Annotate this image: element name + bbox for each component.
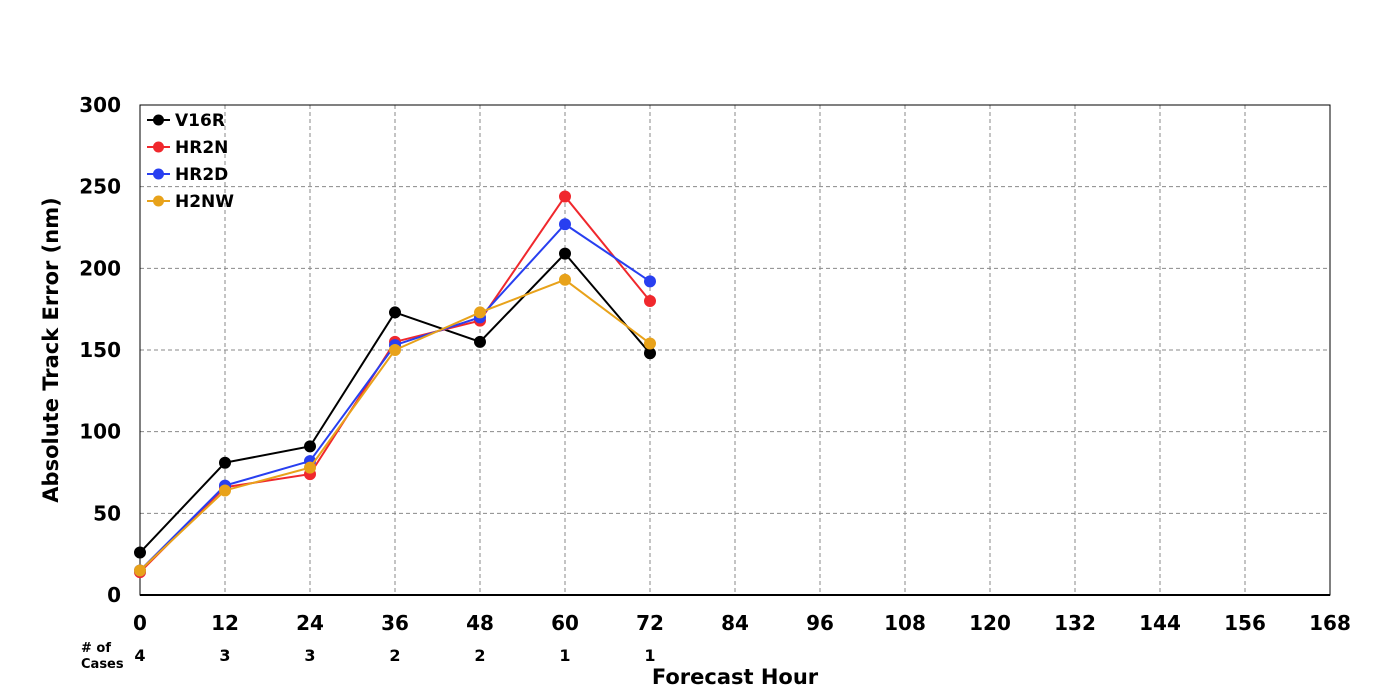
x-tick-label: 36 [381, 611, 409, 635]
x-tick-label: 108 [884, 611, 926, 635]
legend-label-h2nw: H2NW [175, 192, 234, 212]
legend-marker-h2nw [153, 195, 164, 207]
data-point-hr2n [644, 295, 656, 307]
legend-marker-hr2d [153, 168, 164, 180]
cases-count: 3 [219, 646, 230, 665]
grid [140, 105, 1330, 595]
y-tick-label: 50 [93, 501, 121, 525]
cases-count: 4 [134, 646, 145, 665]
x-axis-title: Forecast Hour [652, 665, 819, 689]
legend-label-hr2d: HR2D [175, 165, 228, 185]
cases-row: # of Cases 4 3 3 2 2 1 1 [81, 641, 656, 672]
data-point-v16r [304, 440, 316, 453]
data-point-h2nw [304, 461, 316, 474]
x-tick-label: 144 [1139, 611, 1181, 635]
series [134, 190, 656, 579]
x-tick-label: 60 [551, 611, 579, 635]
cases-count: 2 [474, 646, 485, 665]
cases-count: 3 [304, 646, 315, 665]
legend-label-hr2n: HR2N [175, 138, 228, 158]
x-tick-label: 0 [133, 611, 147, 635]
cases-label-line1: # of [81, 641, 111, 656]
y-axis-title: Absolute Track Error (nm) [39, 197, 63, 502]
y-tick-label: 150 [79, 338, 121, 362]
y-tick-label: 0 [107, 583, 121, 607]
cases-label-line2: Cases [81, 657, 124, 672]
data-point-v16r [474, 335, 486, 348]
x-tick-label: 120 [969, 611, 1011, 635]
data-point-hr2n [559, 190, 571, 203]
legend-marker-v16r [153, 114, 164, 126]
data-point-v16r [559, 247, 571, 260]
data-point-h2nw [219, 484, 231, 497]
x-tick-label: 24 [296, 611, 324, 635]
legend: V16R HR2N HR2D H2NW [147, 111, 234, 212]
x-tick-label: 168 [1309, 611, 1351, 635]
y-tick-label: 100 [79, 420, 121, 444]
x-tick-label: 72 [636, 611, 664, 635]
x-tick-label: 12 [211, 611, 239, 635]
x-tick-label: 48 [466, 611, 494, 635]
data-point-v16r [219, 456, 231, 469]
x-tick-label: 132 [1054, 611, 1096, 635]
x-tick-label: 96 [806, 611, 834, 635]
data-point-hr2d [644, 275, 656, 288]
data-point-hr2d [559, 218, 571, 231]
cases-count: 1 [644, 646, 655, 665]
data-point-h2nw [389, 344, 401, 356]
legend-marker-hr2n [153, 141, 164, 153]
y-tick-label: 250 [79, 175, 121, 199]
y-tick-label: 200 [79, 256, 121, 280]
data-point-h2nw [474, 306, 486, 319]
data-point-v16r [389, 306, 401, 319]
data-point-v16r [134, 546, 146, 559]
legend-label-v16r: V16R [175, 111, 225, 131]
data-point-h2nw [644, 337, 656, 350]
cases-count: 1 [559, 646, 570, 665]
axes: 0 12 24 36 48 60 72 84 96 108 120 132 144 156 168 0 50 10… [79, 93, 1351, 635]
data-point-h2nw [559, 273, 571, 286]
x-tick-label: 156 [1224, 611, 1266, 635]
data-point-h2nw [134, 564, 146, 577]
y-tick-label: 300 [79, 93, 121, 117]
cases-count: 2 [389, 646, 400, 665]
x-tick-label: 84 [721, 611, 749, 635]
